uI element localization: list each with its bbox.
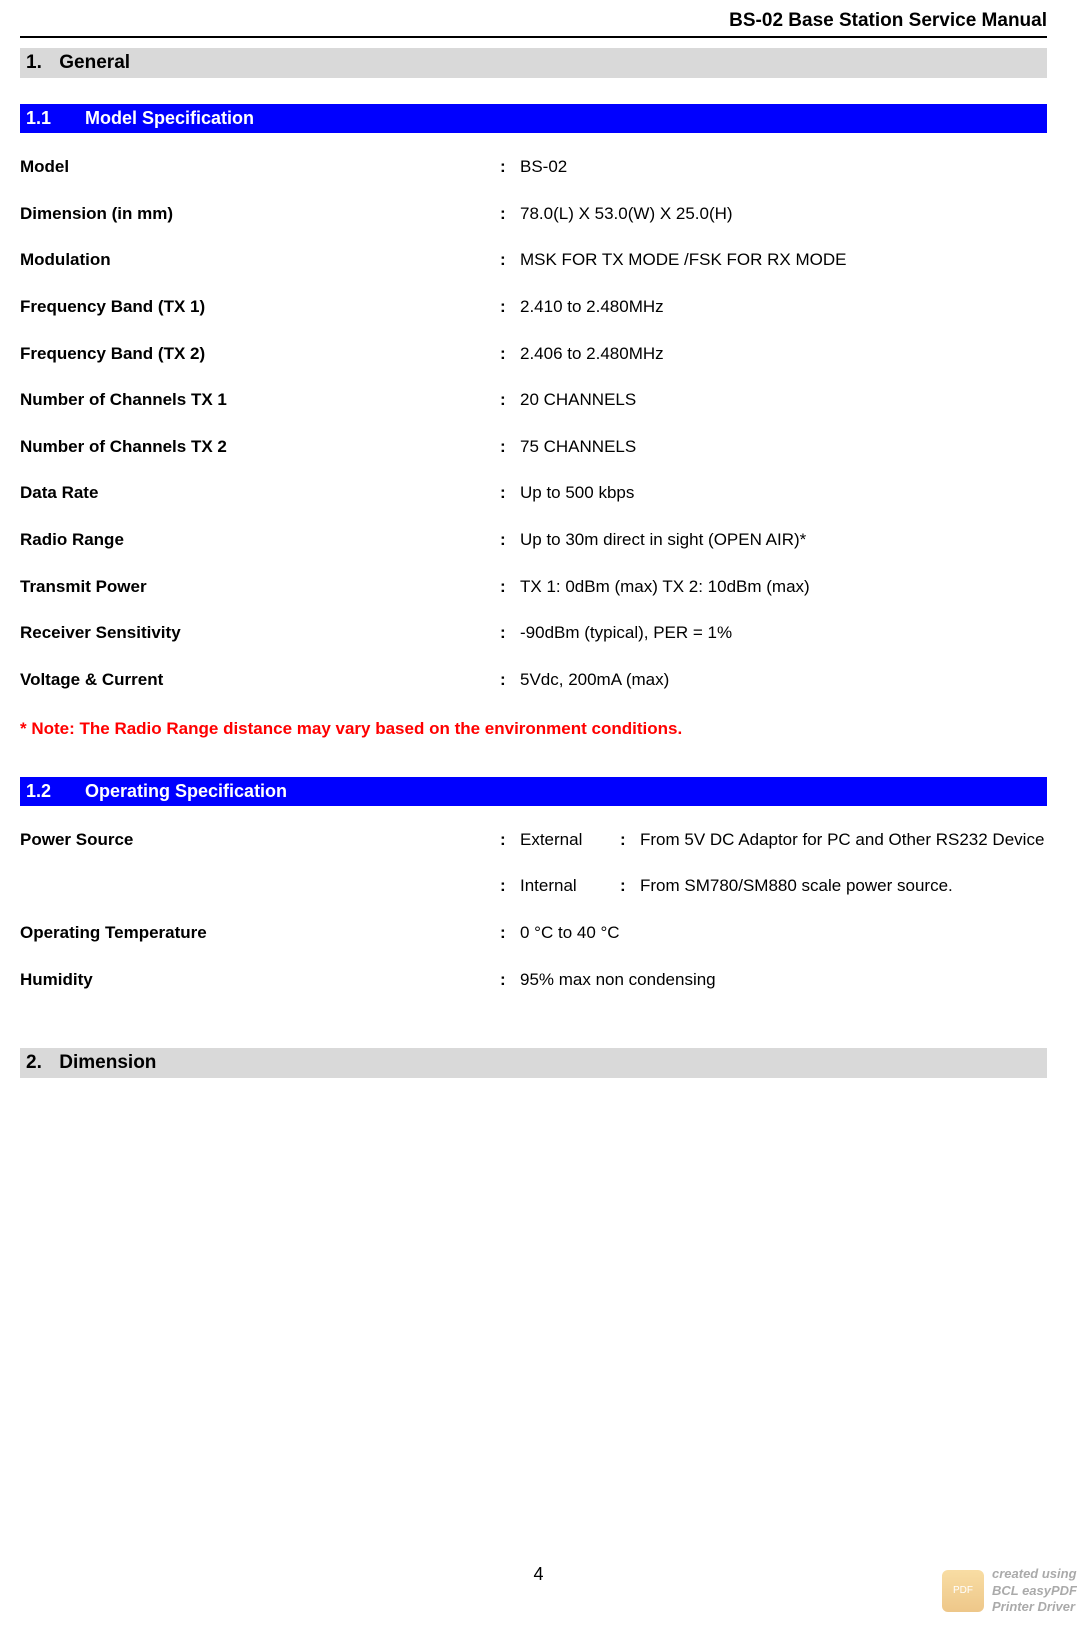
subsection-number: 1.2 bbox=[26, 781, 80, 802]
spec-value: 2.406 to 2.480MHz bbox=[520, 342, 1047, 367]
spec-row: Transmit Power:TX 1: 0dBm (max) TX 2: 10… bbox=[20, 575, 1047, 600]
document-header: BS-02 Base Station Service Manual bbox=[20, 10, 1047, 38]
colon: : bbox=[500, 248, 520, 273]
colon: : bbox=[620, 874, 640, 899]
section-dimension: 2. Dimension bbox=[20, 1048, 1047, 1078]
spec-label: Modulation bbox=[20, 248, 500, 273]
spec-value: Up to 30m direct in sight (OPEN AIR)* bbox=[520, 528, 1047, 553]
spec-label: Humidity bbox=[20, 968, 500, 993]
spec-label: Frequency Band (TX 2) bbox=[20, 342, 500, 367]
section-number: 2. bbox=[26, 1052, 54, 1074]
spec-row: Receiver Sensitivity:-90dBm (typical), P… bbox=[20, 621, 1047, 646]
section-number: 1. bbox=[26, 52, 54, 74]
spec-row: Frequency Band (TX 2):2.406 to 2.480MHz bbox=[20, 342, 1047, 367]
spec-value: 0 °C to 40 °C bbox=[520, 921, 1047, 946]
power-source-value: From SM780/SM880 scale power source. bbox=[640, 874, 1047, 899]
colon: : bbox=[500, 295, 520, 320]
spec-row: Dimension (in mm):78.0(L) X 53.0(W) X 25… bbox=[20, 202, 1047, 227]
colon: : bbox=[500, 528, 520, 553]
pdf-icon: PDF bbox=[942, 1570, 984, 1612]
operating-spec-list: Power Source : External : From 5V DC Ada… bbox=[20, 828, 1047, 993]
spec-value: -90dBm (typical), PER = 1% bbox=[520, 621, 1047, 646]
watermark-line: Printer Driver bbox=[992, 1599, 1077, 1615]
spec-label: Power Source bbox=[20, 828, 500, 853]
spec-row: Humidity:95% max non condensing bbox=[20, 968, 1047, 993]
spec-value: 2.410 to 2.480MHz bbox=[520, 295, 1047, 320]
spec-label: Operating Temperature bbox=[20, 921, 500, 946]
colon: : bbox=[500, 388, 520, 413]
power-source-row: Power Source : External : From 5V DC Ada… bbox=[20, 828, 1047, 853]
spec-label: Data Rate bbox=[20, 481, 500, 506]
model-spec-list: Model:BS-02 Dimension (in mm):78.0(L) X … bbox=[20, 155, 1047, 693]
spec-value: 95% max non condensing bbox=[520, 968, 1047, 993]
radio-range-note: * Note: The Radio Range distance may var… bbox=[20, 719, 1047, 739]
spec-label: Transmit Power bbox=[20, 575, 500, 600]
colon: : bbox=[500, 828, 520, 853]
subsection-title: Operating Specification bbox=[85, 781, 287, 801]
spec-value: BS-02 bbox=[520, 155, 1047, 180]
spec-label: Voltage & Current bbox=[20, 668, 500, 693]
power-source-type: Internal bbox=[520, 874, 620, 899]
colon: : bbox=[500, 155, 520, 180]
colon: : bbox=[500, 668, 520, 693]
spec-label bbox=[20, 874, 500, 899]
spec-label: Radio Range bbox=[20, 528, 500, 553]
spec-row: Voltage & Current:5Vdc, 200mA (max) bbox=[20, 668, 1047, 693]
colon: : bbox=[500, 342, 520, 367]
spec-label: Dimension (in mm) bbox=[20, 202, 500, 227]
spec-row: Operating Temperature:0 °C to 40 °C bbox=[20, 921, 1047, 946]
spec-value: 5Vdc, 200mA (max) bbox=[520, 668, 1047, 693]
power-source-type: External bbox=[520, 828, 620, 853]
spec-row: Model:BS-02 bbox=[20, 155, 1047, 180]
spec-value: Up to 500 kbps bbox=[520, 481, 1047, 506]
colon: : bbox=[500, 202, 520, 227]
section-title: General bbox=[59, 52, 130, 73]
spec-row: Number of Channels TX 1:20 CHANNELS bbox=[20, 388, 1047, 413]
spec-value: 20 CHANNELS bbox=[520, 388, 1047, 413]
section-title: Dimension bbox=[59, 1052, 156, 1073]
spec-row: Frequency Band (TX 1):2.410 to 2.480MHz bbox=[20, 295, 1047, 320]
watermark-text: created using BCL easyPDF Printer Driver bbox=[992, 1566, 1077, 1615]
spec-value: 75 CHANNELS bbox=[520, 435, 1047, 460]
spec-value: 78.0(L) X 53.0(W) X 25.0(H) bbox=[520, 202, 1047, 227]
colon: : bbox=[500, 621, 520, 646]
subsection-number: 1.1 bbox=[26, 108, 80, 129]
spec-label: Model bbox=[20, 155, 500, 180]
pdf-watermark: PDF created using BCL easyPDF Printer Dr… bbox=[942, 1566, 1077, 1615]
colon: : bbox=[500, 435, 520, 460]
power-source-value: From 5V DC Adaptor for PC and Other RS23… bbox=[640, 828, 1047, 853]
subsection-operating-spec: 1.2 Operating Specification bbox=[20, 777, 1047, 806]
colon: : bbox=[500, 575, 520, 600]
colon: : bbox=[500, 874, 520, 899]
spec-label: Number of Channels TX 1 bbox=[20, 388, 500, 413]
section-general: 1. General bbox=[20, 48, 1047, 78]
watermark-line: BCL easyPDF bbox=[992, 1583, 1077, 1599]
spec-value: TX 1: 0dBm (max) TX 2: 10dBm (max) bbox=[520, 575, 1047, 600]
colon: : bbox=[500, 921, 520, 946]
spec-row: Number of Channels TX 2:75 CHANNELS bbox=[20, 435, 1047, 460]
colon: : bbox=[500, 968, 520, 993]
power-source-row: : Internal : From SM780/SM880 scale powe… bbox=[20, 874, 1047, 899]
colon: : bbox=[620, 828, 640, 853]
spec-row: Radio Range:Up to 30m direct in sight (O… bbox=[20, 528, 1047, 553]
spec-value: MSK FOR TX MODE /FSK FOR RX MODE bbox=[520, 248, 1047, 273]
spec-row: Data Rate:Up to 500 kbps bbox=[20, 481, 1047, 506]
spec-label: Number of Channels TX 2 bbox=[20, 435, 500, 460]
page-number: 4 bbox=[0, 1564, 1077, 1585]
subsection-title: Model Specification bbox=[85, 108, 254, 128]
colon: : bbox=[500, 481, 520, 506]
spec-label: Frequency Band (TX 1) bbox=[20, 295, 500, 320]
watermark-line: created using bbox=[992, 1566, 1077, 1582]
subsection-model-spec: 1.1 Model Specification bbox=[20, 104, 1047, 133]
spec-row: Modulation:MSK FOR TX MODE /FSK FOR RX M… bbox=[20, 248, 1047, 273]
spec-label: Receiver Sensitivity bbox=[20, 621, 500, 646]
